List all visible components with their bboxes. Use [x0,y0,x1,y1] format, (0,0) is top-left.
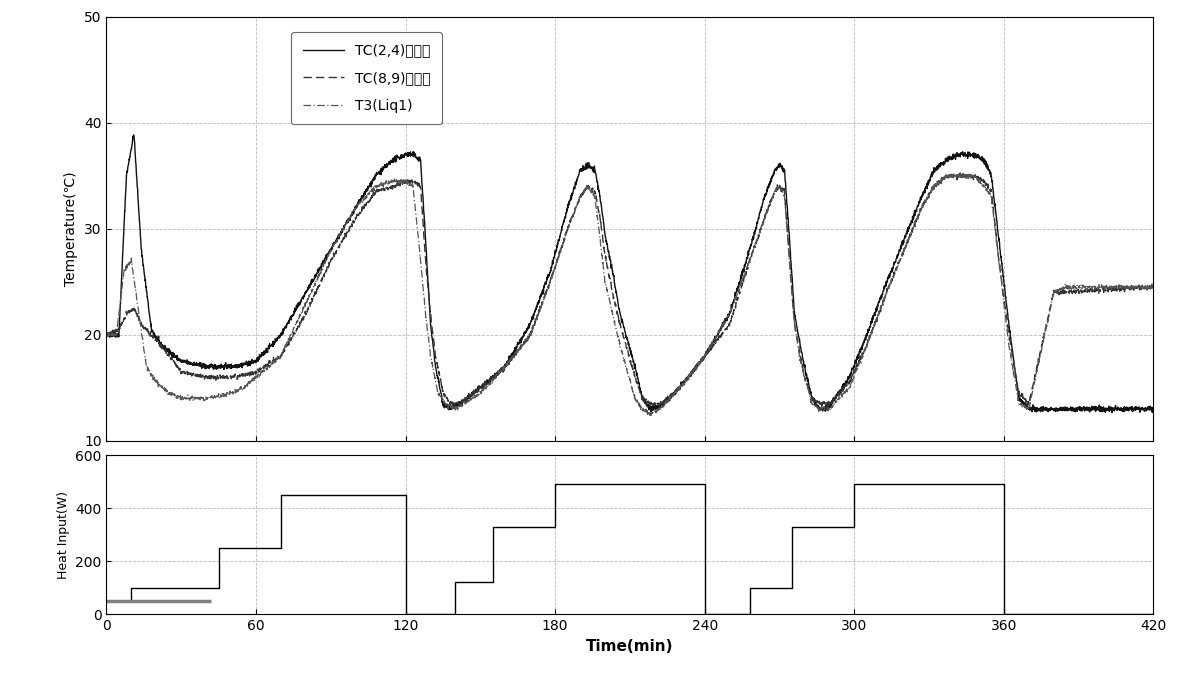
Y-axis label: Temperature(℃): Temperature(℃) [64,171,78,286]
Legend: TC(2,4)평균값, TC(8,9)평균값, T3(Liq1): TC(2,4)평균값, TC(8,9)평균값, T3(Liq1) [291,32,442,124]
X-axis label: Time(min): Time(min) [587,639,673,653]
Y-axis label: Heat Input(W): Heat Input(W) [57,491,70,578]
